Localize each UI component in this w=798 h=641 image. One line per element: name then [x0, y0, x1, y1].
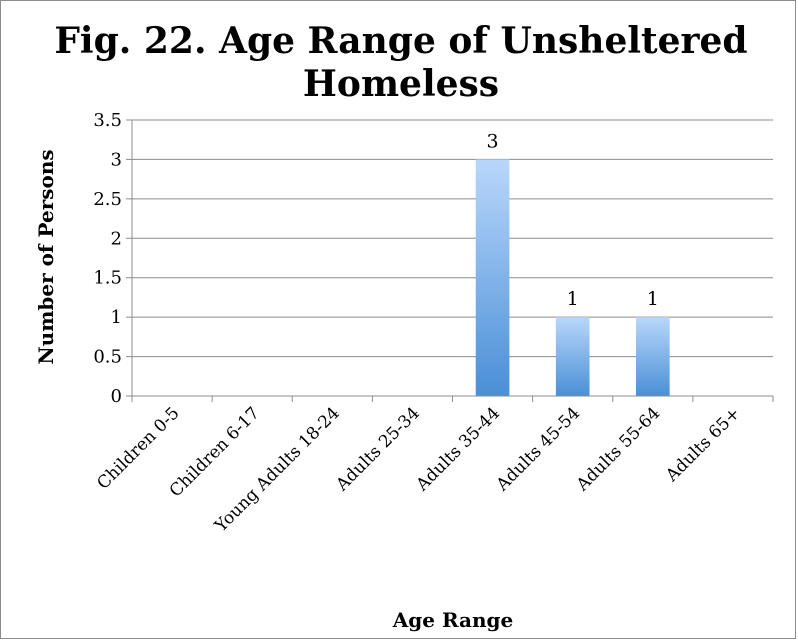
chart-title-line-2: Homeless — [303, 63, 499, 105]
y-tick-label: 1 — [111, 307, 122, 328]
y-tick-label: 1.5 — [93, 268, 122, 289]
x-category-label: Adults 45-54 — [492, 403, 584, 495]
y-tick-label: 3 — [111, 149, 122, 170]
y-tick-label: 2.5 — [93, 189, 122, 210]
y-tick-label: 0.5 — [93, 347, 122, 368]
data-label: 1 — [647, 288, 659, 310]
y-tick-label: 2 — [111, 228, 122, 249]
data-label: 3 — [487, 130, 499, 152]
x-category-label: Adults 55-64 — [572, 403, 664, 495]
x-category-label: Adults 35-44 — [412, 403, 504, 495]
y-tick-label: 3.5 — [93, 110, 122, 131]
y-tick-label: 0 — [111, 386, 122, 407]
bar — [635, 317, 670, 396]
y-axis-title: Number of Persons — [34, 149, 58, 364]
chart-title-line-1: Fig. 22. Age Range of Unsheltered — [54, 20, 747, 62]
x-category-label: Adults 25-34 — [332, 403, 424, 495]
x-category-label: Children 0-5 — [93, 403, 183, 493]
x-category-label: Adults 65+ — [661, 403, 744, 486]
x-axis-title: Age Range — [392, 608, 513, 632]
bar — [555, 317, 590, 396]
data-label: 1 — [567, 288, 579, 310]
bar — [475, 159, 510, 396]
